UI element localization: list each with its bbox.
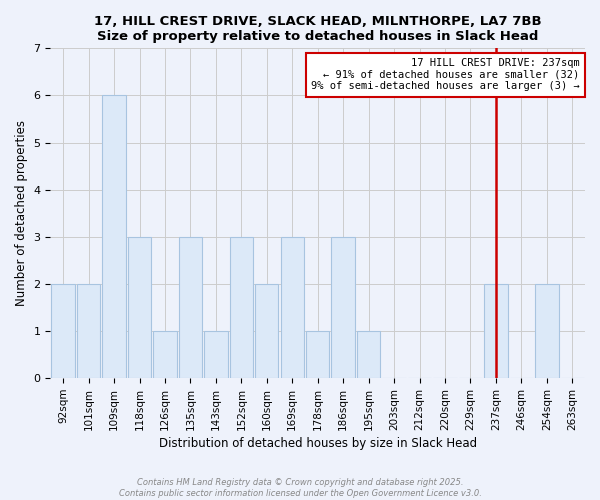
Bar [331, 237, 355, 378]
Bar [484, 284, 508, 378]
Bar [281, 237, 304, 378]
Bar [128, 237, 151, 378]
Title: 17, HILL CREST DRIVE, SLACK HEAD, MILNTHORPE, LA7 7BB
Size of property relative : 17, HILL CREST DRIVE, SLACK HEAD, MILNTH… [94, 15, 542, 43]
Bar [77, 284, 100, 378]
Bar [230, 237, 253, 378]
Bar [103, 96, 126, 378]
Bar [204, 331, 227, 378]
X-axis label: Distribution of detached houses by size in Slack Head: Distribution of detached houses by size … [158, 437, 477, 450]
Bar [179, 237, 202, 378]
Bar [255, 284, 278, 378]
Text: 17 HILL CREST DRIVE: 237sqm
← 91% of detached houses are smaller (32)
9% of semi: 17 HILL CREST DRIVE: 237sqm ← 91% of det… [311, 58, 580, 92]
Text: Contains HM Land Registry data © Crown copyright and database right 2025.
Contai: Contains HM Land Registry data © Crown c… [119, 478, 481, 498]
Bar [535, 284, 559, 378]
Bar [52, 284, 75, 378]
Bar [306, 331, 329, 378]
Y-axis label: Number of detached properties: Number of detached properties [15, 120, 28, 306]
Bar [357, 331, 380, 378]
Bar [153, 331, 176, 378]
